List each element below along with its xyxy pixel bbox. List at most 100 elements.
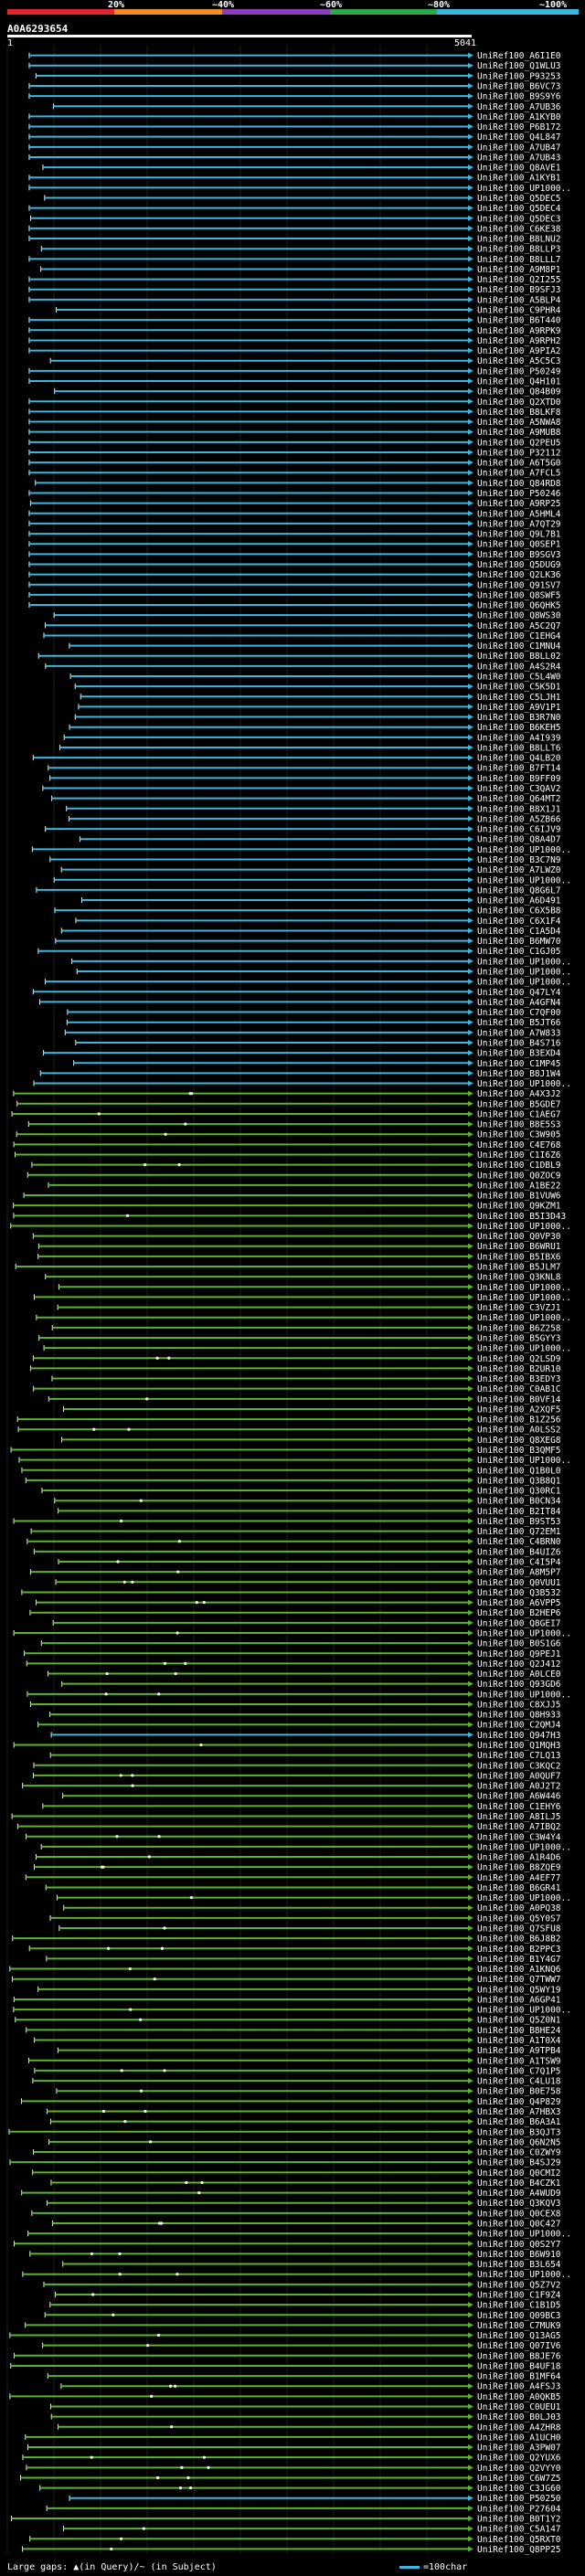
hit-label[interactable]: UniRef100_Q947H3	[477, 1731, 561, 1741]
hit-label[interactable]: UniRef100_C3QAV2	[477, 784, 561, 794]
hit-label[interactable]: UniRef100_Q0SEP1	[477, 540, 561, 550]
hit-label[interactable]: UniRef100_P50249	[477, 366, 561, 376]
hit-label[interactable]: UniRef100_B6VC73	[477, 81, 561, 91]
hit-label[interactable]: UniRef100_C7MUK9	[477, 2321, 561, 2331]
hit-label[interactable]: UniRef100_A7QT29	[477, 519, 561, 529]
hit-label[interactable]: UniRef100_A9RPK9	[477, 326, 561, 336]
hit-label[interactable]: UniRef100_Q0CMI2	[477, 2168, 561, 2178]
hit-label[interactable]: UniRef100_A9MUB8	[477, 428, 561, 438]
hit-label[interactable]: UniRef100_Q2LK36	[477, 570, 561, 580]
hit-label[interactable]: UniRef100_A9RP25	[477, 499, 561, 509]
hit-label[interactable]: UniRef100_Q6QHK5	[477, 601, 561, 611]
hit-label[interactable]: UniRef100_C7Q1P5	[477, 2066, 561, 2076]
hit-label[interactable]: UniRef100_C1DBL9	[477, 1161, 561, 1171]
hit-label[interactable]: UniRef100_B5IBX6	[477, 1252, 561, 1262]
hit-label[interactable]: UniRef100_C4I5P4	[477, 1558, 561, 1568]
hit-label[interactable]: UniRef100_B8LLL7	[477, 255, 561, 265]
hit-label[interactable]: UniRef100_A0PQ38	[477, 1903, 561, 1913]
hit-label[interactable]: UniRef100_B4CZK1	[477, 2178, 561, 2189]
hit-label[interactable]: UniRef100_Q09BC3	[477, 2311, 561, 2321]
hit-label[interactable]: UniRef100_Q2PEU5	[477, 438, 561, 448]
hit-label[interactable]: UniRef100_UP1000..	[477, 1893, 571, 1903]
hit-label[interactable]: UniRef100_Q0C427	[477, 2220, 561, 2230]
hit-label[interactable]: UniRef100_B3L654	[477, 2260, 561, 2270]
hit-label[interactable]: UniRef100_Q93GD6	[477, 1680, 561, 1690]
hit-label[interactable]: UniRef100_A0LSS2	[477, 1426, 561, 1436]
hit-label[interactable]: UniRef100_UP1000..	[477, 2230, 571, 2240]
hit-label[interactable]: UniRef100_Q8WS30	[477, 611, 561, 621]
hit-label[interactable]: UniRef100_C1B1D5	[477, 2301, 561, 2311]
hit-label[interactable]: UniRef100_Q30RC1	[477, 1487, 561, 1497]
hit-label[interactable]: UniRef100_Q84RD8	[477, 479, 561, 489]
hit-label[interactable]: UniRef100_B0LJ03	[477, 2412, 561, 2422]
hit-label[interactable]: UniRef100_UP1000..	[477, 1283, 571, 1293]
hit-label[interactable]: UniRef100_A5NWA8	[477, 418, 561, 428]
hit-label[interactable]: UniRef100_A6VPP5	[477, 1598, 561, 1608]
hit-label[interactable]: UniRef100_UP1000..	[477, 845, 571, 855]
hit-label[interactable]: UniRef100_A0J2T2	[477, 1782, 561, 1792]
hit-label[interactable]: UniRef100_A7HBX3	[477, 2107, 561, 2117]
hit-label[interactable]: UniRef100_Q9KZM1	[477, 1202, 561, 1212]
hit-label[interactable]: UniRef100_Q5Z0N1	[477, 2016, 561, 2026]
hit-label[interactable]: UniRef100_A0QUF7	[477, 1771, 561, 1781]
hit-label[interactable]: UniRef100_Q8H933	[477, 1711, 561, 1721]
hit-label[interactable]: UniRef100_A7UB47	[477, 143, 561, 153]
hit-label[interactable]: UniRef100_P32112	[477, 448, 561, 458]
hit-label[interactable]: UniRef100_A1KNQ6	[477, 1965, 561, 1975]
hit-label[interactable]: UniRef100_Q5RXT0	[477, 2535, 561, 2545]
hit-label[interactable]: UniRef100_B0VF14	[477, 1394, 561, 1405]
hit-label[interactable]: UniRef100_B4UIZ6	[477, 1547, 561, 1557]
hit-label[interactable]: UniRef100_B7FT14	[477, 764, 561, 774]
hit-label[interactable]: UniRef100_C4E768	[477, 1140, 561, 1150]
hit-label[interactable]: UniRef100_Q5DEC5	[477, 194, 561, 204]
hit-label[interactable]: UniRef100_B6KEH5	[477, 723, 561, 733]
hit-label[interactable]: UniRef100_C1A5D4	[477, 927, 561, 937]
hit-label[interactable]: UniRef100_Q9L7B1	[477, 530, 561, 540]
hit-label[interactable]: UniRef100_B9ST53	[477, 1517, 561, 1527]
hit-label[interactable]: UniRef100_Q5Y0S7	[477, 1913, 561, 1924]
hit-label[interactable]: UniRef100_UP1000..	[477, 2006, 571, 2016]
hit-label[interactable]: UniRef100_UP1000..	[477, 1842, 571, 1852]
hit-label[interactable]: UniRef100_B5JT66	[477, 1018, 561, 1028]
hit-label[interactable]: UniRef100_Q2YUX6	[477, 2454, 561, 2464]
hit-label[interactable]: UniRef100_Q0ZOC9	[477, 1171, 561, 1181]
hit-label[interactable]: UniRef100_B8E5S3	[477, 1120, 561, 1130]
hit-label[interactable]: UniRef100_B1VUW6	[477, 1192, 561, 1202]
hit-label[interactable]: UniRef100_A5HML4	[477, 509, 561, 519]
hit-label[interactable]: UniRef100_A6T5G0	[477, 459, 561, 469]
hit-label[interactable]: UniRef100_UP1000..	[477, 957, 571, 967]
hit-label[interactable]: UniRef100_C1GJ05	[477, 947, 561, 957]
hit-label[interactable]: UniRef100_B6W910	[477, 2250, 561, 2260]
hit-label[interactable]: UniRef100_B5GYY3	[477, 1333, 561, 1343]
hit-label[interactable]: UniRef100_B8ZQE9	[477, 1863, 561, 1873]
hit-label[interactable]: UniRef100_A8M5P7	[477, 1568, 561, 1578]
hit-label[interactable]: UniRef100_Q1B0L0	[477, 1466, 561, 1476]
hit-label[interactable]: UniRef100_B6Z258	[477, 1323, 561, 1333]
hit-label[interactable]: UniRef100_A6W446	[477, 1792, 561, 1802]
hit-label[interactable]: UniRef100_Q3KNL8	[477, 1273, 561, 1283]
hit-label[interactable]: UniRef100_P50246	[477, 489, 561, 499]
hit-label[interactable]: UniRef100_A1TSW9	[477, 2056, 561, 2066]
hit-label[interactable]: UniRef100_C5L4W0	[477, 673, 561, 683]
hit-label[interactable]: UniRef100_C6KE38	[477, 224, 561, 234]
hit-label[interactable]: UniRef100_Q1WLU3	[477, 61, 561, 71]
hit-label[interactable]: UniRef100_B9S9Y6	[477, 92, 561, 102]
hit-label[interactable]: UniRef100_C7LQ13	[477, 1751, 561, 1761]
hit-label[interactable]: UniRef100_B8JE76	[477, 2351, 561, 2361]
hit-label[interactable]: UniRef100_A7W833	[477, 1028, 561, 1038]
hit-label[interactable]: UniRef100_Q2LSD9	[477, 1354, 561, 1364]
hit-label[interactable]: UniRef100_C0AB1C	[477, 1384, 561, 1394]
hit-label[interactable]: UniRef100_Q8G6L7	[477, 885, 561, 896]
hit-label[interactable]: UniRef100_P27604	[477, 2504, 561, 2514]
hit-label[interactable]: UniRef100_C4BRN0	[477, 1537, 561, 1547]
hit-label[interactable]: UniRef100_UP1000..	[477, 1079, 571, 1089]
hit-label[interactable]: UniRef100_C5A147	[477, 2525, 561, 2535]
hit-label[interactable]: UniRef100_B8LNU2	[477, 235, 561, 245]
hit-label[interactable]: UniRef100_B2HEP6	[477, 1608, 561, 1618]
hit-label[interactable]: UniRef100_Q8XEG8	[477, 1436, 561, 1446]
hit-label[interactable]: UniRef100_A5ZB66	[477, 814, 561, 824]
hit-label[interactable]: UniRef100_B5I3D43	[477, 1212, 566, 1222]
hit-label[interactable]: UniRef100_B3QJT3	[477, 2127, 561, 2137]
hit-label[interactable]: UniRef100_A5C5C3	[477, 356, 561, 366]
hit-label[interactable]: UniRef100_UP1000..	[477, 978, 571, 988]
